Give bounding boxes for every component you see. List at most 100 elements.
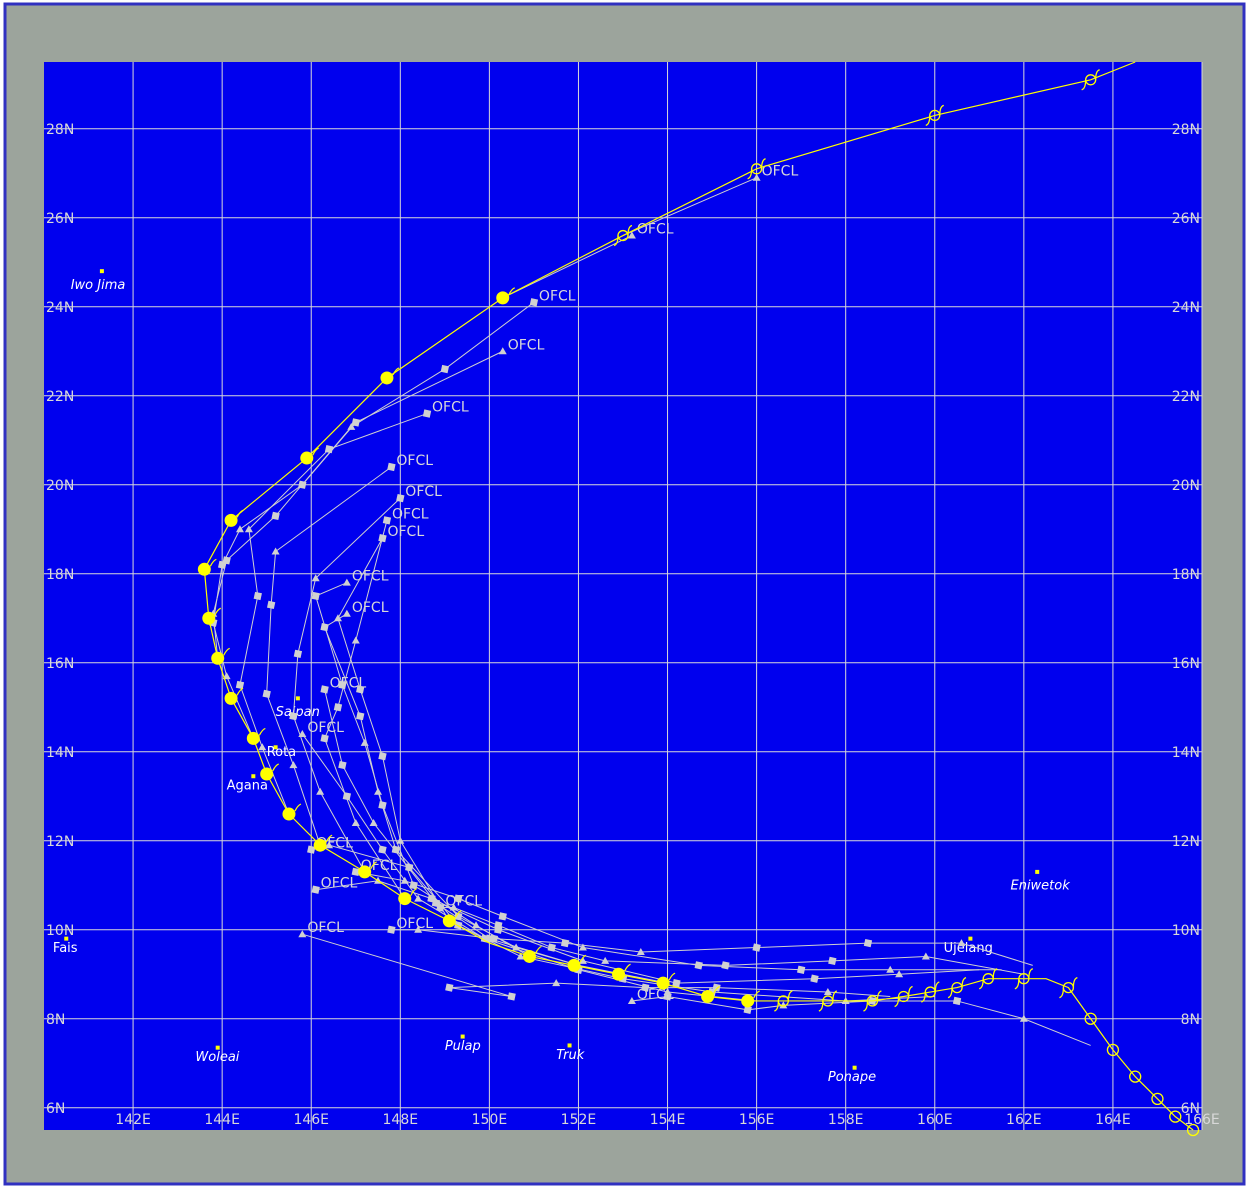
best-track-dot xyxy=(701,990,715,1003)
lon-tick-label: 142E xyxy=(115,1112,151,1128)
lat-tick-label-left: 18N xyxy=(46,567,74,583)
lon-tick-label: 164E xyxy=(1095,1112,1131,1128)
forecast-point xyxy=(356,711,365,721)
island-marker xyxy=(567,1043,572,1048)
forecast-point xyxy=(627,231,636,239)
forecast-track-line xyxy=(631,995,1091,1046)
lon-tick-label: 162E xyxy=(1006,1112,1042,1128)
best-track-line xyxy=(203,61,1194,1131)
best-track-dot xyxy=(358,865,372,879)
forecast-label: OFCL xyxy=(762,164,799,180)
forecast-track-line xyxy=(323,613,579,966)
lon-tick-label: 152E xyxy=(561,1112,597,1128)
lon-tick-label: 156E xyxy=(739,1112,775,1128)
best-track-dot xyxy=(260,767,274,781)
lat-tick-label-left: 8N xyxy=(46,1012,65,1028)
island-marker xyxy=(460,1034,465,1039)
forecast-point xyxy=(333,614,342,622)
island-marker xyxy=(251,774,256,779)
forecast-point xyxy=(485,934,494,943)
storm-symbol-arm xyxy=(925,104,945,127)
forecast-point xyxy=(378,845,387,854)
forecast-track-line xyxy=(502,235,633,299)
forecast-point xyxy=(414,894,423,902)
lat-tick-label-left: 16N xyxy=(46,656,74,672)
forecast-point xyxy=(382,516,392,525)
lat-tick-label-left: 22N xyxy=(46,389,74,405)
forecast-point xyxy=(752,173,761,181)
storm-symbol-arm xyxy=(774,990,793,1012)
forecast-point xyxy=(235,680,245,690)
lat-tick-label-right: 16N xyxy=(1172,656,1200,672)
storm-symbol-arm xyxy=(978,968,998,990)
best-track-dot xyxy=(741,994,755,1008)
forecast-label: OFCL xyxy=(352,600,389,616)
island-marker xyxy=(852,1065,857,1070)
best-track-dot xyxy=(522,949,536,963)
storm-symbol-arm xyxy=(1081,69,1100,91)
forecast-point xyxy=(325,841,334,849)
forecast-track-line xyxy=(315,582,530,957)
storm-symbol-arm xyxy=(1014,968,1034,990)
lat-tick-label-right: 28N xyxy=(1172,122,1200,138)
forecast-label: OFCL xyxy=(321,876,358,892)
storm-symbol-arm xyxy=(894,985,913,1008)
forecast-label: OFCL xyxy=(405,484,442,500)
forecast-point xyxy=(342,578,351,586)
forecast-point xyxy=(797,965,806,974)
forecast-point xyxy=(311,591,320,601)
lat-tick-label-left: 14N xyxy=(46,745,74,761)
forecast-point xyxy=(342,609,351,617)
best-track-dot-arm xyxy=(753,990,760,999)
forecast-point xyxy=(289,761,298,769)
island-marker xyxy=(99,269,104,274)
forecast-point xyxy=(391,845,401,854)
forecast-point xyxy=(449,903,458,911)
forecast-point xyxy=(512,943,521,951)
forecast-point xyxy=(422,409,432,418)
best-track-dot-arm xyxy=(508,287,515,296)
forecast-point xyxy=(663,988,672,996)
forecast-point xyxy=(529,298,539,307)
forecast-point xyxy=(886,965,895,973)
forecast-point xyxy=(320,734,329,743)
forecast-point xyxy=(293,649,303,659)
storm-symbol-arm xyxy=(921,981,940,1003)
forecast-point xyxy=(351,818,360,826)
best-track-dot xyxy=(656,976,670,990)
forecast-point xyxy=(810,974,819,983)
forecast-label: OFCL xyxy=(396,453,433,469)
island-marker xyxy=(1035,869,1040,874)
forecast-point xyxy=(627,996,636,1004)
forecast-point xyxy=(636,948,645,955)
best-track-dot xyxy=(496,291,510,305)
forecast-point xyxy=(498,912,507,921)
forecast-point xyxy=(298,930,307,938)
best-track-circle xyxy=(1151,1092,1164,1105)
forecast-point xyxy=(454,894,463,903)
best-track-dot-arm xyxy=(624,963,631,972)
best-track-dot-arm xyxy=(534,945,542,954)
island-places: Iwo Jima Saipan Rota Agana Fais Woleai Pulap Tr… xyxy=(53,269,1070,1085)
storm-symbol-arm xyxy=(863,990,882,1012)
best-track-dot-arm xyxy=(272,763,279,772)
island-marker xyxy=(215,1045,220,1050)
best-track-dot-arm xyxy=(258,727,266,736)
forecast-point xyxy=(952,996,962,1006)
forecast-point xyxy=(338,680,347,690)
forecast-point xyxy=(440,364,449,374)
best-track-dot xyxy=(211,651,225,665)
lon-tick-label: 158E xyxy=(828,1112,864,1128)
forecast-point xyxy=(396,493,405,503)
lon-tick-label: 154E xyxy=(650,1112,686,1128)
storm-symbol-arm xyxy=(747,158,766,180)
forecast-point xyxy=(454,912,463,921)
storm-symbol-arm xyxy=(1059,976,1078,999)
forecast-point xyxy=(347,422,356,430)
forecast-point xyxy=(414,925,423,933)
forecast-point xyxy=(258,743,267,751)
best-track-dot-arm xyxy=(236,509,244,518)
best-track-dot-arm xyxy=(713,985,720,994)
forecast-point xyxy=(271,547,280,555)
